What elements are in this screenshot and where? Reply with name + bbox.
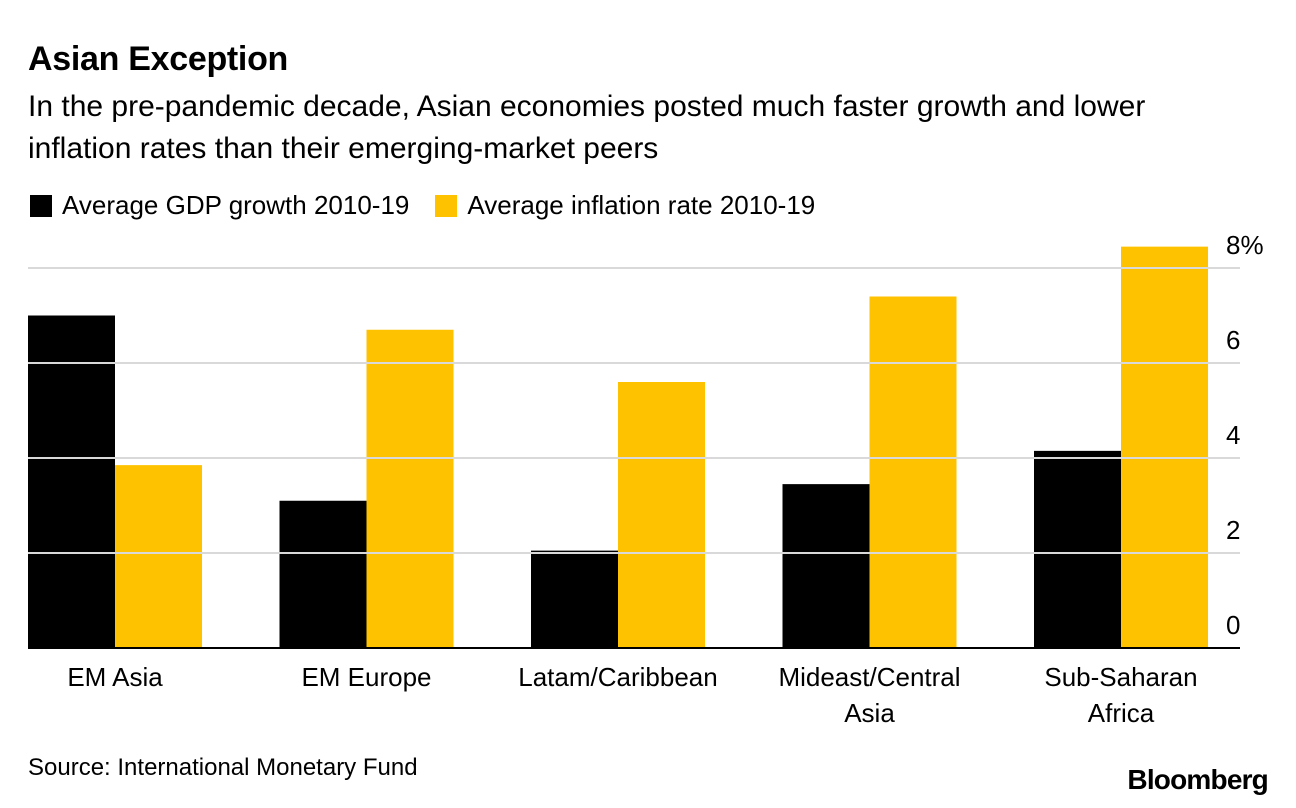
bar-inflation-2 bbox=[618, 382, 705, 648]
legend-item-gdp: Average GDP growth 2010-19 bbox=[30, 190, 409, 221]
bar-inflation-0 bbox=[115, 465, 202, 648]
x-category-label-2-0: Latam/Caribbean bbox=[518, 662, 717, 692]
legend-swatch-inflation bbox=[435, 194, 458, 217]
y-tick-label-8: 8% bbox=[1226, 230, 1264, 260]
x-category-label-3-0: Mideast/Central bbox=[778, 662, 960, 692]
source-note: Source: International Monetary Fund bbox=[28, 754, 418, 781]
bar-gdp-4 bbox=[1034, 450, 1121, 648]
x-category-label-1-0: EM Europe bbox=[301, 662, 431, 692]
bar-inflation-1 bbox=[366, 329, 454, 648]
bar-gdp-2 bbox=[531, 550, 618, 648]
y-tick-label-2: 2 bbox=[1226, 515, 1240, 545]
bar-inflation-3 bbox=[869, 296, 957, 648]
y-tick-label-6: 6 bbox=[1226, 325, 1240, 355]
legend-label-gdp: Average GDP growth 2010-19 bbox=[62, 190, 410, 220]
x-category-label-3-1: Asia bbox=[844, 698, 895, 728]
bar-gdp-0 bbox=[28, 315, 115, 648]
legend-label-inflation: Average inflation rate 2010-19 bbox=[467, 190, 816, 220]
y-tick-label-4: 4 bbox=[1226, 420, 1240, 450]
y-tick-label-0: 0 bbox=[1226, 610, 1240, 640]
legend-item-inflation: Average inflation rate 2010-19 bbox=[435, 190, 815, 221]
chart-title: Asian Exception bbox=[28, 40, 289, 78]
chart-subtitle: In the pre-pandemic decade, Asian econom… bbox=[28, 90, 1146, 165]
legend: Average GDP growth 2010-19 Average infla… bbox=[30, 190, 841, 221]
legend-swatch-gdp bbox=[30, 194, 52, 217]
x-category-label-0-0: EM Asia bbox=[67, 662, 163, 692]
bloomberg-logo: Bloomberg bbox=[1127, 764, 1268, 795]
bar-gdp-1 bbox=[279, 500, 367, 648]
x-category-label-4-1: Africa bbox=[1088, 698, 1155, 728]
bar-inflation-4 bbox=[1121, 246, 1208, 648]
bar-gdp-3 bbox=[782, 484, 870, 648]
x-category-label-4-0: Sub-Saharan bbox=[1044, 662, 1197, 692]
